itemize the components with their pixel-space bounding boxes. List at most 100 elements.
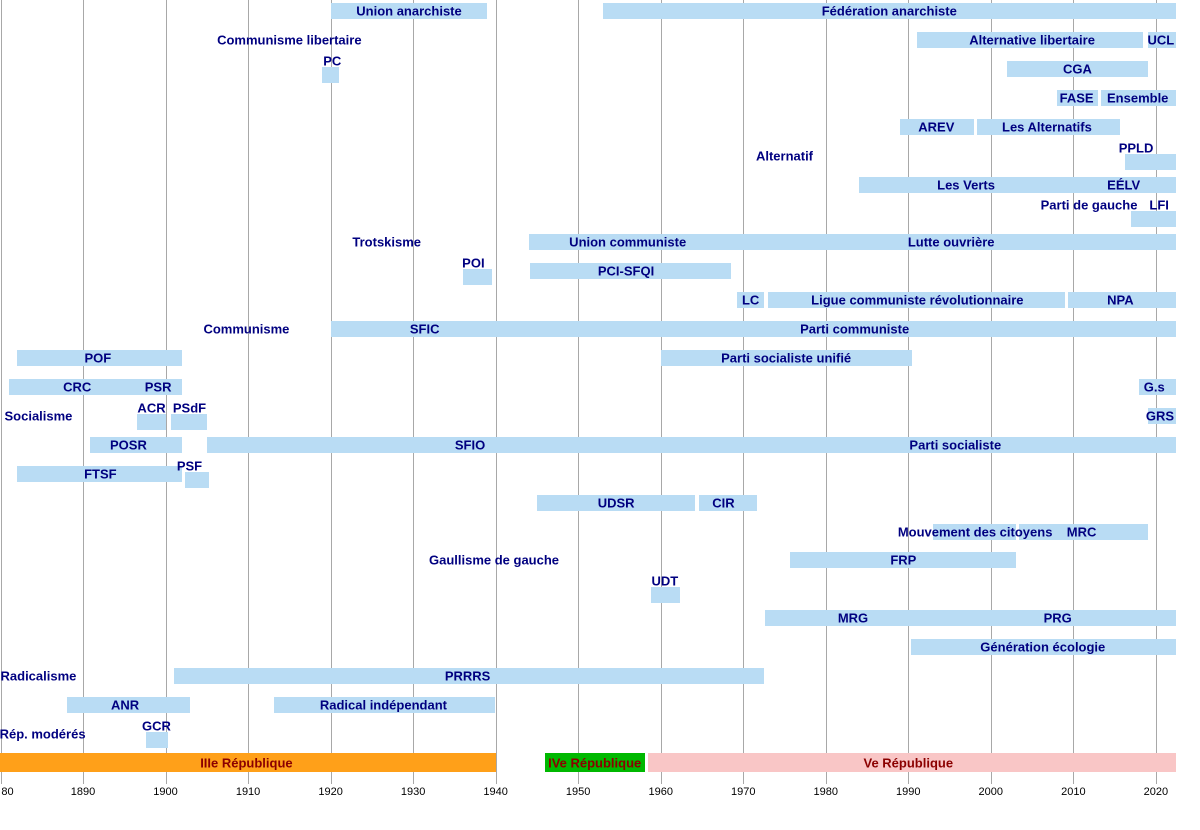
axis-tick-label: 1950 bbox=[565, 786, 591, 798]
timeline-bar bbox=[462, 269, 492, 286]
timeline-bar bbox=[1007, 60, 1148, 77]
timeline-bar bbox=[916, 31, 1144, 48]
timeline-bar bbox=[530, 263, 731, 280]
timeline-bar bbox=[602, 3, 1177, 19]
timeline-bar bbox=[1139, 378, 1177, 395]
timeline-bar bbox=[330, 321, 1177, 338]
bar-label: Parti de gauche bbox=[1040, 197, 1138, 213]
timeline-bar bbox=[976, 118, 1121, 135]
bar-label: PSR bbox=[144, 379, 172, 395]
grid-line bbox=[1073, 0, 1075, 784]
timeline-bar bbox=[145, 732, 169, 748]
grid-line bbox=[0, 0, 2, 784]
period-label: IVe République bbox=[548, 755, 642, 771]
grid-line bbox=[908, 0, 910, 784]
bar-label: Alternative libertaire bbox=[969, 32, 1095, 48]
grid-line bbox=[495, 0, 497, 784]
timeline-bar bbox=[1125, 153, 1177, 170]
bar-label: FTSF bbox=[84, 466, 117, 482]
bar-label: CGA bbox=[1063, 61, 1092, 77]
bar-label: PC bbox=[323, 53, 342, 69]
bar-label: Ensemble bbox=[1106, 90, 1169, 106]
timeline-bar bbox=[66, 697, 191, 714]
axis-tick-label: 1970 bbox=[730, 786, 756, 798]
bar-label: SFIC bbox=[409, 321, 440, 337]
bar-label: SFIO bbox=[454, 437, 486, 453]
bar-label: Union communiste bbox=[569, 234, 687, 250]
timeline-bar bbox=[170, 413, 207, 430]
timeline-bar bbox=[736, 292, 764, 309]
bar-label: POF bbox=[84, 350, 112, 366]
timeline-bar bbox=[910, 639, 1177, 656]
timeline-bar bbox=[536, 494, 696, 511]
axis-tick-label: 1910 bbox=[235, 786, 261, 798]
period-bar bbox=[648, 753, 1177, 773]
timeline-bar bbox=[764, 610, 1177, 627]
bar-label: Génération écologie bbox=[980, 639, 1106, 655]
timeline-bar bbox=[322, 66, 339, 83]
timeline-bar bbox=[767, 292, 1066, 309]
timeline-bar bbox=[1018, 523, 1148, 540]
bar-label: Trotskisme bbox=[352, 234, 422, 250]
bar-label: ANR bbox=[111, 697, 140, 713]
grid-line bbox=[990, 0, 992, 784]
bar-label: G.s bbox=[1143, 379, 1165, 395]
bar-label: Parti socialiste unifié bbox=[721, 350, 852, 366]
bar-label: PRRRS bbox=[444, 668, 491, 684]
bar-label: PRG bbox=[1043, 610, 1072, 626]
axis-tick-label: 80 bbox=[1, 786, 14, 798]
grid-line bbox=[660, 0, 662, 784]
bar-label: Communisme bbox=[203, 321, 290, 337]
bar-label: AREV bbox=[918, 119, 955, 135]
axis-tick-label: 2000 bbox=[978, 786, 1004, 798]
bar-label: Union anarchiste bbox=[356, 3, 462, 19]
period-bar bbox=[0, 753, 496, 773]
axis-tick-label: 1940 bbox=[483, 786, 508, 798]
bar-label: PCI-SFQI bbox=[597, 263, 655, 279]
bar-label: EÉLV bbox=[1107, 177, 1141, 193]
timeline-bar bbox=[660, 350, 912, 367]
timeline-bar bbox=[698, 494, 758, 511]
timeline-bar bbox=[650, 587, 680, 604]
bar-label: MRC bbox=[1066, 524, 1097, 540]
bar-label: Radicalisme bbox=[0, 668, 77, 684]
timeline-bar bbox=[330, 3, 488, 19]
timeline-bar bbox=[273, 697, 495, 714]
bar-label: PSdF bbox=[172, 400, 207, 416]
bar-label: UDT bbox=[651, 573, 679, 589]
timeline-bar bbox=[1147, 407, 1177, 424]
bar-label: PSF bbox=[176, 458, 203, 474]
grid-line bbox=[248, 0, 250, 784]
timeline-bar bbox=[90, 436, 183, 453]
bar-label: Communisme libertaire bbox=[217, 32, 362, 48]
bar-label: Ligue communiste révolutionnaire bbox=[811, 292, 1024, 308]
axis-tick-label: 1890 bbox=[70, 786, 96, 798]
bar-label: MRG bbox=[837, 610, 869, 626]
timeline-bar bbox=[1131, 211, 1177, 228]
axis-tick-label: 1900 bbox=[153, 786, 178, 798]
timeline-bar bbox=[1068, 292, 1177, 309]
grid-line bbox=[743, 0, 745, 784]
timeline-bar bbox=[933, 523, 1016, 540]
period-label: IIIe République bbox=[200, 755, 293, 771]
grid-line bbox=[825, 0, 827, 784]
axis-tick-label: 2010 bbox=[1061, 786, 1086, 798]
bar-label: Fédération anarchiste bbox=[821, 3, 957, 19]
axis-tick-label: 1980 bbox=[813, 786, 838, 798]
axis-tick-label: 1990 bbox=[896, 786, 921, 798]
timeline-bar bbox=[184, 471, 210, 488]
bar-label: Parti socialiste bbox=[909, 437, 1002, 453]
bar-label: UCL bbox=[1147, 32, 1175, 48]
bar-label: LFI bbox=[1149, 197, 1169, 213]
bar-label: GRS bbox=[1145, 408, 1175, 424]
period-label: Ve République bbox=[863, 755, 954, 771]
timeline-bar bbox=[1056, 89, 1099, 106]
bar-label: NPA bbox=[1107, 292, 1134, 308]
timeline-bar bbox=[17, 350, 183, 367]
bar-label: Gaullisme de gauche bbox=[428, 552, 560, 568]
timeline-bar bbox=[528, 234, 1177, 251]
bar-label: Les Alternatifs bbox=[1002, 119, 1092, 135]
axis-tick-label: 2020 bbox=[1143, 786, 1169, 798]
